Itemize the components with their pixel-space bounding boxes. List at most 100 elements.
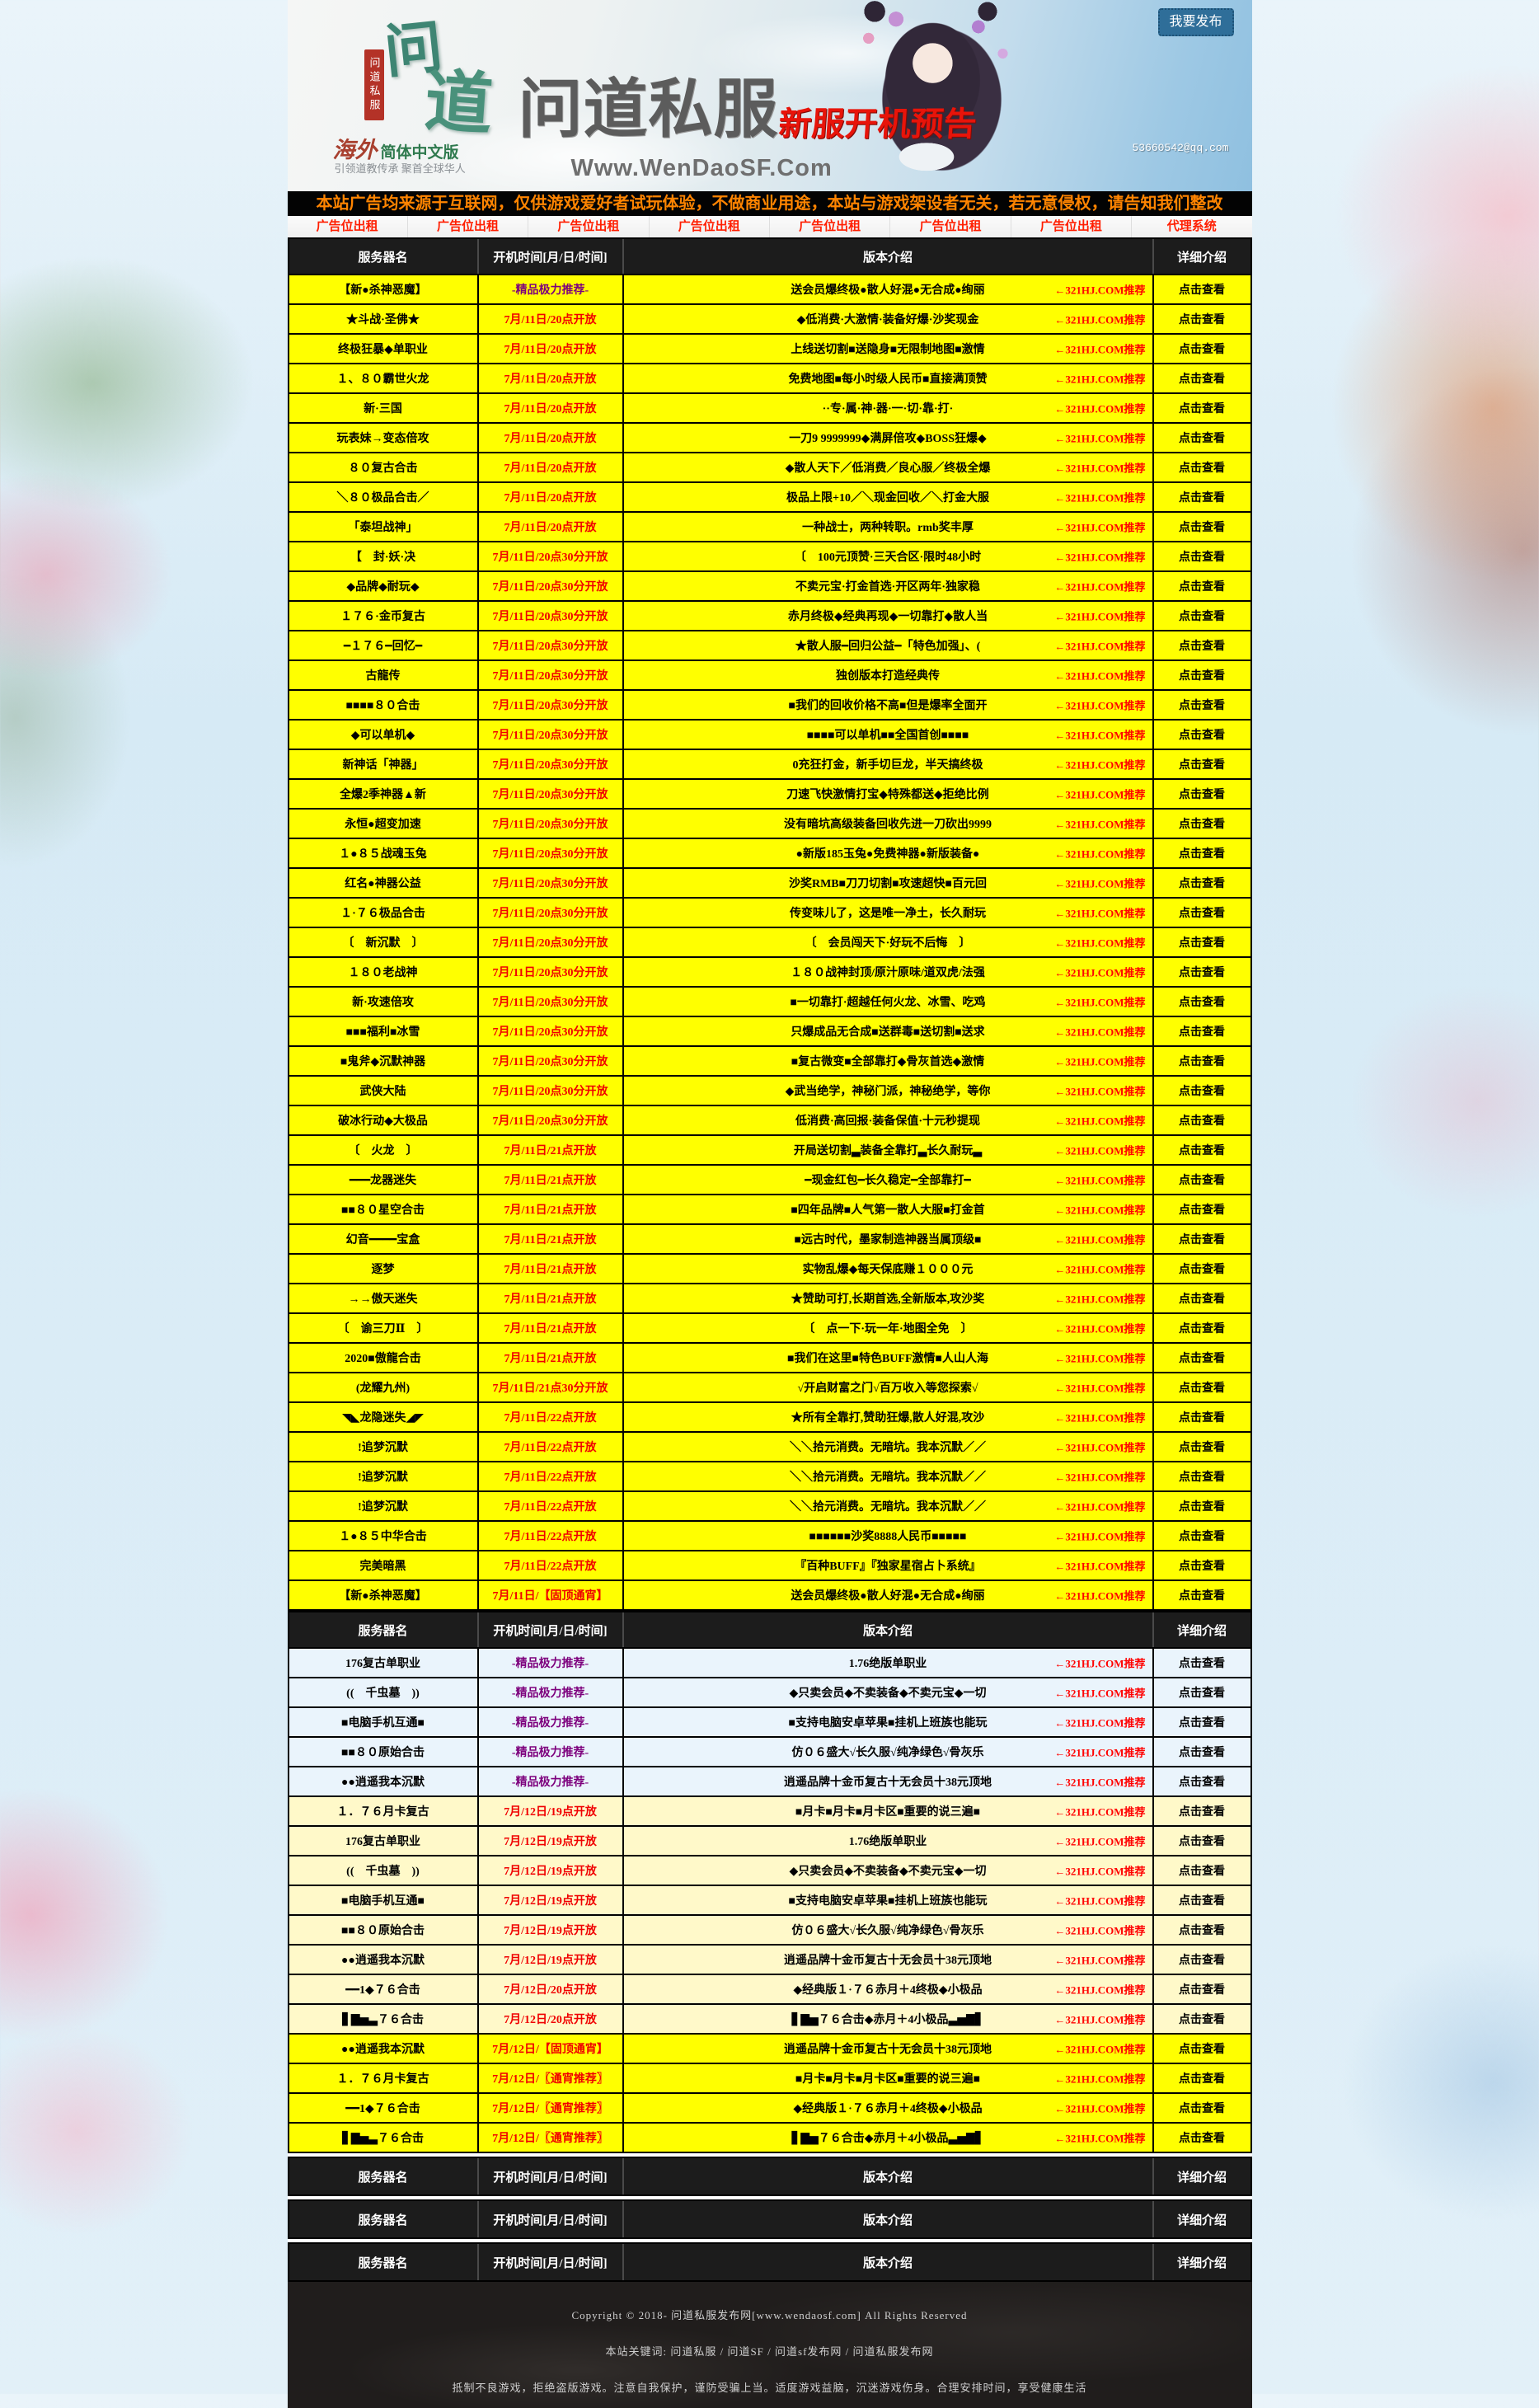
view-detail-link[interactable]: 点击查看 xyxy=(1179,1234,1225,1246)
promo-link[interactable]: ←321HJ.COM推荐 xyxy=(1054,1263,1146,1276)
publish-button[interactable]: 我要发布 xyxy=(1157,8,1234,36)
view-detail-link[interactable]: 点击查看 xyxy=(1179,1382,1225,1395)
promo-link[interactable]: ←321HJ.COM推荐 xyxy=(1054,373,1146,386)
promo-link[interactable]: ←321HJ.COM推荐 xyxy=(1054,1174,1146,1187)
view-detail-link[interactable]: 点击查看 xyxy=(1179,641,1225,653)
view-detail-link[interactable]: 点击查看 xyxy=(1179,1264,1225,1276)
view-detail-link[interactable]: 点击查看 xyxy=(1179,403,1225,415)
view-detail-link[interactable]: 点击查看 xyxy=(1179,1412,1225,1425)
promo-link[interactable]: ←321HJ.COM推荐 xyxy=(1054,669,1146,683)
view-detail-link[interactable]: 点击查看 xyxy=(1179,1984,1225,1997)
ad-rent-link[interactable]: 广告位出租 xyxy=(890,216,1011,237)
view-detail-link[interactable]: 点击查看 xyxy=(1179,1056,1225,1068)
view-detail-link[interactable]: 点击查看 xyxy=(1179,997,1225,1009)
ad-rent-link[interactable]: 广告位出租 xyxy=(1011,216,1133,237)
view-detail-link[interactable]: 点击查看 xyxy=(1179,1501,1225,1514)
promo-link[interactable]: ←321HJ.COM推荐 xyxy=(1054,1560,1146,1573)
view-detail-link[interactable]: 点击查看 xyxy=(1179,492,1225,505)
promo-link[interactable]: ←321HJ.COM推荐 xyxy=(1054,2132,1146,2145)
view-detail-link[interactable]: 点击查看 xyxy=(1179,1442,1225,1454)
view-detail-link[interactable]: 点击查看 xyxy=(1179,433,1225,445)
view-detail-link[interactable]: 点击查看 xyxy=(1179,1747,1225,1759)
promo-link[interactable]: ←321HJ.COM推荐 xyxy=(1054,1983,1146,1997)
promo-link[interactable]: ←321HJ.COM推荐 xyxy=(1054,1204,1146,1217)
promo-link[interactable]: ←321HJ.COM推荐 xyxy=(1054,2102,1146,2115)
promo-link[interactable]: ←321HJ.COM推荐 xyxy=(1054,699,1146,712)
promo-link[interactable]: ←321HJ.COM推荐 xyxy=(1054,1352,1146,1365)
view-detail-link[interactable]: 点击查看 xyxy=(1179,1561,1225,1573)
view-detail-link[interactable]: 点击查看 xyxy=(1179,314,1225,326)
promo-link[interactable]: ←321HJ.COM推荐 xyxy=(1054,521,1146,534)
view-detail-link[interactable]: 点击查看 xyxy=(1179,2103,1225,2115)
promo-link[interactable]: ←321HJ.COM推荐 xyxy=(1054,1500,1146,1514)
view-detail-link[interactable]: 点击查看 xyxy=(1179,1590,1225,1603)
ad-rent-link[interactable]: 广告位出租 xyxy=(650,216,770,237)
promo-link[interactable]: ←321HJ.COM推荐 xyxy=(1054,640,1146,653)
view-detail-link[interactable]: 点击查看 xyxy=(1179,373,1225,386)
view-detail-link[interactable]: 点击查看 xyxy=(1179,522,1225,534)
promo-link[interactable]: ←321HJ.COM推荐 xyxy=(1054,2043,1146,2056)
promo-link[interactable]: ←321HJ.COM推荐 xyxy=(1054,402,1146,415)
view-detail-link[interactable]: 点击查看 xyxy=(1179,2044,1225,2056)
promo-link[interactable]: ←321HJ.COM推荐 xyxy=(1054,1835,1146,1848)
promo-link[interactable]: ←321HJ.COM推荐 xyxy=(1054,432,1146,445)
promo-link[interactable]: ←321HJ.COM推荐 xyxy=(1054,491,1146,505)
promo-link[interactable]: ←321HJ.COM推荐 xyxy=(1054,818,1146,831)
promo-link[interactable]: ←321HJ.COM推荐 xyxy=(1054,1055,1146,1068)
ad-rent-link[interactable]: 广告位出租 xyxy=(408,216,529,237)
view-detail-link[interactable]: 点击查看 xyxy=(1179,1866,1225,1878)
view-detail-link[interactable]: 点击查看 xyxy=(1179,848,1225,861)
promo-link[interactable]: ←321HJ.COM推荐 xyxy=(1054,847,1146,861)
view-detail-link[interactable]: 点击查看 xyxy=(1179,1086,1225,1098)
promo-link[interactable]: ←321HJ.COM推荐 xyxy=(1054,758,1146,772)
promo-link[interactable]: ←321HJ.COM推荐 xyxy=(1054,2072,1146,2086)
promo-link[interactable]: ←321HJ.COM推荐 xyxy=(1054,996,1146,1009)
promo-link[interactable]: ←321HJ.COM推荐 xyxy=(1054,729,1146,742)
promo-link[interactable]: ←321HJ.COM推荐 xyxy=(1054,966,1146,979)
promo-link[interactable]: ←321HJ.COM推荐 xyxy=(1054,1687,1146,1700)
view-detail-link[interactable]: 点击查看 xyxy=(1179,1472,1225,1484)
promo-link[interactable]: ←321HJ.COM推荐 xyxy=(1054,936,1146,950)
view-detail-link[interactable]: 点击查看 xyxy=(1179,1955,1225,1967)
promo-link[interactable]: ←321HJ.COM推荐 xyxy=(1054,610,1146,623)
promo-link[interactable]: ←321HJ.COM推荐 xyxy=(1054,1924,1146,1937)
view-detail-link[interactable]: 点击查看 xyxy=(1179,1175,1225,1187)
view-detail-link[interactable]: 点击查看 xyxy=(1179,819,1225,831)
view-detail-link[interactable]: 点击查看 xyxy=(1179,1687,1225,1700)
view-detail-link[interactable]: 点击查看 xyxy=(1179,462,1225,475)
view-detail-link[interactable]: 点击查看 xyxy=(1179,670,1225,683)
promo-link[interactable]: ←321HJ.COM推荐 xyxy=(1054,580,1146,594)
view-detail-link[interactable]: 点击查看 xyxy=(1179,789,1225,801)
view-detail-link[interactable]: 点击查看 xyxy=(1179,552,1225,564)
agent-system-link[interactable]: 代理系统 xyxy=(1166,220,1217,233)
view-detail-link[interactable]: 点击查看 xyxy=(1179,730,1225,742)
promo-link[interactable]: ←321HJ.COM推荐 xyxy=(1054,1776,1146,1789)
view-detail-link[interactable]: 点击查看 xyxy=(1179,967,1225,979)
promo-link[interactable]: ←321HJ.COM推荐 xyxy=(1054,2013,1146,2026)
promo-link[interactable]: ←321HJ.COM推荐 xyxy=(1054,1865,1146,1878)
promo-link[interactable]: ←321HJ.COM推荐 xyxy=(1054,551,1146,564)
promo-link[interactable]: ←321HJ.COM推荐 xyxy=(1054,1657,1146,1670)
promo-link[interactable]: ←321HJ.COM推荐 xyxy=(1054,1322,1146,1335)
view-detail-link[interactable]: 点击查看 xyxy=(1179,1204,1225,1217)
view-detail-link[interactable]: 点击查看 xyxy=(1179,1836,1225,1848)
promo-link[interactable]: ←321HJ.COM推荐 xyxy=(1054,1471,1146,1484)
view-detail-link[interactable]: 点击查看 xyxy=(1179,759,1225,772)
promo-link[interactable]: ←321HJ.COM推荐 xyxy=(1054,1805,1146,1819)
ad-rent-link[interactable]: 广告位出租 xyxy=(288,216,408,237)
view-detail-link[interactable]: 点击查看 xyxy=(1179,1293,1225,1306)
promo-link[interactable]: ←321HJ.COM推荐 xyxy=(1054,462,1146,475)
view-detail-link[interactable]: 点击查看 xyxy=(1179,878,1225,890)
promo-link[interactable]: ←321HJ.COM推荐 xyxy=(1054,1293,1146,1306)
promo-link[interactable]: ←321HJ.COM推荐 xyxy=(1054,313,1146,326)
view-detail-link[interactable]: 点击查看 xyxy=(1179,1531,1225,1543)
promo-link[interactable]: ←321HJ.COM推荐 xyxy=(1054,788,1146,801)
view-detail-link[interactable]: 点击查看 xyxy=(1179,344,1225,356)
view-detail-link[interactable]: 点击查看 xyxy=(1179,1658,1225,1670)
view-detail-link[interactable]: 点击查看 xyxy=(1179,1026,1225,1039)
view-detail-link[interactable]: 点击查看 xyxy=(1179,1353,1225,1365)
view-detail-link[interactable]: 点击查看 xyxy=(1179,2073,1225,2086)
view-detail-link[interactable]: 点击查看 xyxy=(1179,1323,1225,1335)
promo-link[interactable]: ←321HJ.COM推荐 xyxy=(1054,1589,1146,1603)
view-detail-link[interactable]: 点击查看 xyxy=(1179,1806,1225,1819)
